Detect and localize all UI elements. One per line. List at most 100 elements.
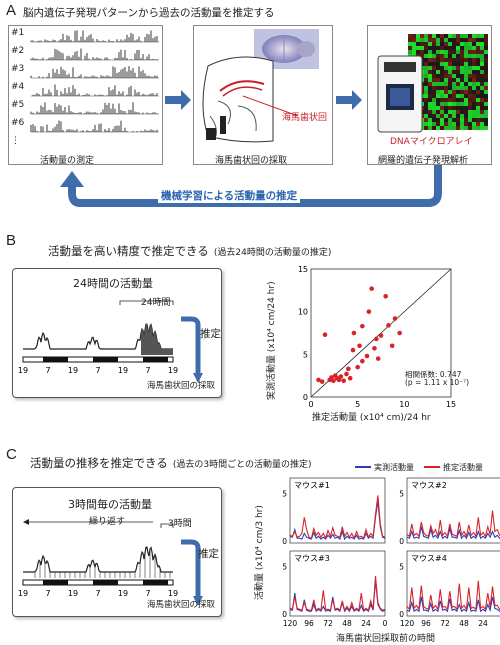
heatmap-cell [424,46,428,50]
heatmap-cell [448,50,452,54]
heatmap-cell [416,46,420,50]
shaded-area [141,324,173,355]
scatter-point [375,356,381,361]
heatmap-cell [472,34,476,38]
heatmap-cell [428,110,432,114]
heatmap-cell [456,102,460,106]
heatmap-cell [484,90,488,94]
y-tick-label: 5 [399,563,404,572]
heatmap-cell [444,62,448,66]
mouse-chart-title: マウス#1 [294,481,330,490]
mouse-chart-frame [289,477,386,544]
heatmap-cell [452,42,456,46]
y-tick-label: 15 [298,265,308,274]
heatmap-cell [468,54,472,58]
heatmap-cell [452,38,456,42]
heatmap-cell [460,114,464,118]
heatmap-cell [456,46,460,50]
heatmap-cell [480,34,484,38]
dark-phase [93,580,118,585]
heatmap-cell [464,126,468,130]
heatmap-cell [436,90,440,94]
heatmap-cell [460,94,464,98]
x-tick-label: 48 [459,619,469,628]
heatmap-cell [480,74,484,78]
arrow-right-icon [336,90,362,110]
heatmap-cell [460,66,464,70]
heatmap-cell [468,58,472,62]
scatter-point [341,378,346,384]
scatter-point [397,330,402,336]
heatmap-cell [468,78,472,82]
mouse-line-charts: マウス#1 0 5 マウス#2 0 5 マウス#3 0 5 120 96 72 48 24 0 マウス#4 0 5… [282,477,500,628]
heatmap-cell [472,82,476,86]
heatmap-cell [456,74,460,78]
heatmap-cell [452,114,456,118]
heatmap-cell [432,90,436,94]
dark-phase [43,357,68,362]
heatmap-cell [476,110,480,114]
heatmap-cell [460,42,464,46]
measured-series-line [406,526,500,540]
heatmap-cell [476,42,480,46]
heatmap-cell [472,50,476,54]
heatmap-cell [432,102,436,106]
row-label: ⋮ [11,136,20,146]
measured-series-line [289,501,386,541]
heatmap-cell [440,46,444,50]
heatmap-cell [460,82,464,86]
heatmap-cell [464,66,468,70]
heatmap-cell [464,86,468,90]
time-tick-label: 7 [95,589,100,598]
heatmap-cell [428,118,432,122]
heatmap-cell [424,78,428,82]
section-b-title: 活動量を高い精度で推定できる [48,244,209,258]
heatmap-cell [412,46,416,50]
heatmap-cell [480,46,484,50]
x-tick-label: 96 [304,619,314,628]
legend-measured-swatch [355,466,371,468]
x-tick-label: 48 [342,619,352,628]
heatmap-cell [440,42,444,46]
heatmap-cell [472,42,476,46]
heatmap-cell [436,114,440,118]
heatmap-cell [428,82,432,86]
scatter-point [338,374,344,379]
heatmap-cell [472,74,476,78]
scatter-point [372,346,377,351]
c-ylabel: 活動量 (x10⁴ cm/3 hr) [255,505,265,600]
row-label: #2 [11,46,25,56]
heatmap-cell [452,118,456,122]
heatmap-cell [484,66,488,70]
scatter-point [360,358,365,364]
heatmap-cell [428,62,432,66]
scatter-ylabel-text: 実測活動量 (x10⁴ cm/24 hr) [267,281,277,400]
row-label: #4 [11,82,25,92]
heatmap-cell [424,58,428,62]
heatmap-cell [428,66,432,70]
heatmap-cell [472,86,476,90]
heatmap-cell [424,62,428,66]
heatmap-cell [480,90,484,94]
heatmap-cell [468,34,472,38]
box2-caption: 海馬歯状回の採取 [215,156,288,166]
heatmap-cell [408,38,412,42]
heatmap-cell [408,34,412,38]
heatmap-cell [472,54,476,58]
heatmap-cell [464,54,468,58]
heatmap-cell [412,38,416,42]
y-tick-label: 0 [399,537,404,546]
c-activity-profile: 19 7 19 7 19 7 19 [18,519,203,606]
estimated-series-line [289,575,386,612]
heatmap-cell [472,106,476,110]
heatmap-cell [428,70,432,74]
time-tick-label: 7 [95,366,100,375]
section-a-title: 脳内遺伝子発現パターンから過去の活動量を推定する [23,7,275,19]
heatmap-cell [448,66,452,70]
section-a-letter: A [6,2,17,19]
box3-caption: 網羅的遺伝子発現解析 [378,156,469,166]
heatmap-cell [424,50,428,54]
heatmap-cell [480,54,484,58]
heatmap-cell [460,122,464,126]
estimate-arrow [181,539,201,600]
